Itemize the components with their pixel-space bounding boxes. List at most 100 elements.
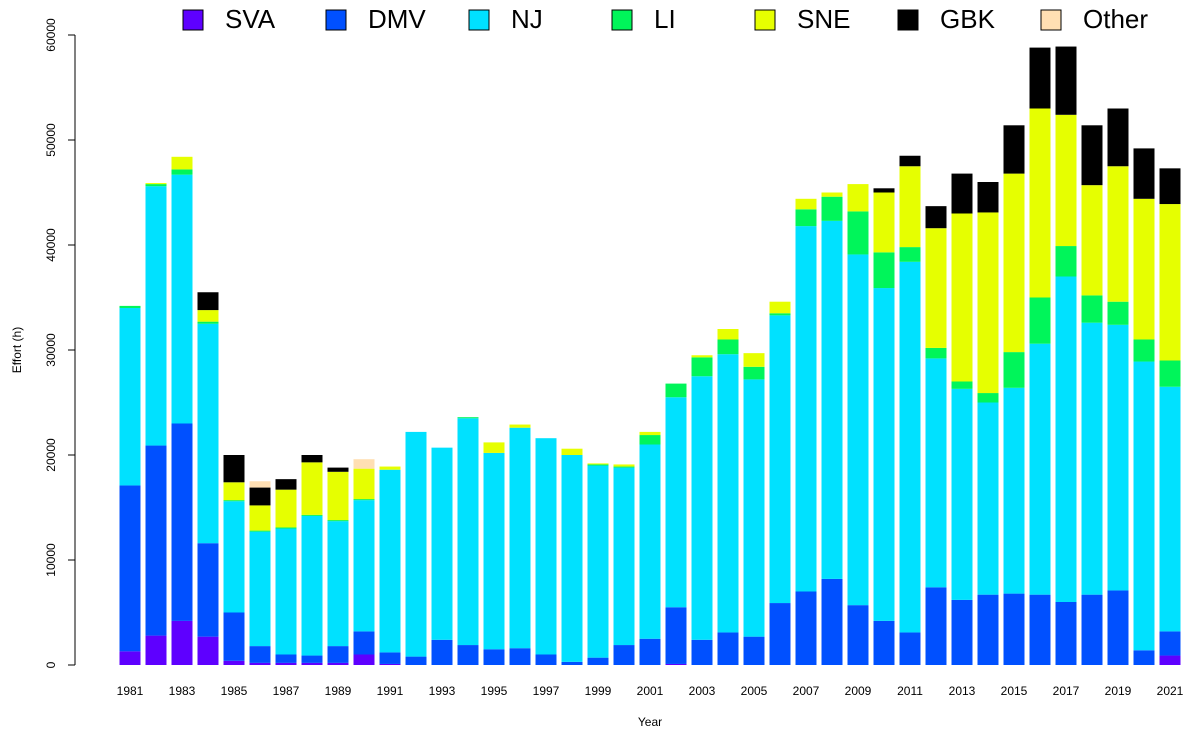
bar-segment (379, 652, 401, 664)
bar-segment (197, 292, 219, 311)
bar-segment (379, 469, 401, 653)
bar-segment (1055, 114, 1077, 247)
bar-segment (1081, 295, 1103, 323)
x-tick-label: 1989 (325, 684, 352, 698)
bar-segment (327, 662, 349, 665)
bar-segment (691, 639, 713, 665)
bar-segment (249, 481, 271, 488)
bar-segment (587, 657, 609, 665)
bar-segment (613, 645, 635, 665)
bar-segment (249, 662, 271, 665)
bar-segment (1133, 361, 1155, 651)
bar-segment (1029, 47, 1051, 109)
bar-segment (561, 455, 583, 662)
bar-segment (613, 467, 635, 646)
bar-segment (535, 654, 557, 665)
legend-label: SVA (225, 4, 276, 34)
bar-segment (717, 632, 739, 665)
bar-segment (1133, 339, 1155, 362)
bar-segment (223, 612, 245, 661)
bar-segment (1055, 46, 1077, 115)
bar-segment (249, 646, 271, 663)
bar-segment (353, 468, 375, 500)
bar-segment (977, 402, 999, 595)
bar-segment (405, 431, 427, 657)
x-tick-label: 2005 (741, 684, 768, 698)
bar-segment (301, 462, 323, 515)
bar-segment (119, 651, 141, 665)
bar-segment (483, 452, 505, 650)
y-tick-label: 30000 (44, 333, 58, 367)
bar-segment (197, 310, 219, 322)
bar-segment (899, 632, 921, 665)
bar-segment (1159, 360, 1181, 387)
bar-segment (1003, 387, 1025, 594)
bar-segment (249, 531, 271, 647)
bar-segment (821, 196, 843, 221)
legend-swatch (1040, 9, 1062, 31)
bar-segment (483, 442, 505, 453)
bar-segment (691, 376, 713, 640)
bar-segment (145, 183, 167, 185)
bar-segment (1081, 185, 1103, 296)
bar-segment (1003, 125, 1025, 174)
bar-segment (717, 339, 739, 355)
bar-segment (587, 465, 609, 658)
bar-segment (561, 448, 583, 455)
x-tick-label: 1985 (221, 684, 248, 698)
bar-segment (197, 321, 219, 324)
legend-swatch (182, 9, 204, 31)
legend-label: GBK (940, 4, 996, 34)
x-tick-label: 2011 (897, 684, 923, 698)
bar-segment (223, 660, 245, 665)
y-tick-label: 20000 (44, 438, 58, 472)
bar-segment (327, 520, 349, 522)
y-tick-label: 50000 (44, 123, 58, 157)
bar-segment (275, 528, 297, 655)
bar-segment (249, 505, 271, 531)
bar-segment (925, 347, 947, 359)
bar-segment (171, 169, 193, 175)
bar-segment (847, 605, 869, 665)
bar-segment (353, 499, 375, 501)
bar-segment (613, 466, 635, 468)
bar-segment (1107, 108, 1129, 167)
bar-segment (379, 466, 401, 470)
bar-segment (145, 184, 167, 187)
bar-segment (847, 211, 869, 255)
bar-segment (899, 155, 921, 167)
bar-segment (561, 661, 583, 665)
bar-segment (249, 530, 271, 532)
x-tick-label: 2021 (1157, 684, 1184, 698)
bar-segment (925, 587, 947, 665)
bar-segment (769, 313, 791, 316)
bar-segment (587, 464, 609, 466)
bar-segment (925, 358, 947, 588)
bar-segment (873, 188, 895, 193)
bar-segment (327, 471, 349, 521)
bar-segment (951, 213, 973, 382)
bar-segment (171, 156, 193, 170)
bar-segment (1133, 148, 1155, 199)
bar-segment (535, 438, 557, 655)
bar-segment (639, 444, 661, 639)
legend-label: LI (654, 4, 676, 34)
bar-segment (275, 662, 297, 665)
bar-segment (821, 578, 843, 665)
bar-segment (769, 315, 791, 604)
bar-segment (145, 445, 167, 636)
x-axis-title: Year (638, 715, 662, 729)
bar-segment (873, 620, 895, 665)
bar-segment (717, 329, 739, 340)
bar-segment (1107, 301, 1129, 325)
bar-segment (171, 423, 193, 621)
bar-segment (509, 427, 531, 649)
bar-segment (821, 192, 843, 197)
bar-segment (1003, 593, 1025, 665)
bar-segment (1159, 204, 1181, 361)
bar-segment (977, 212, 999, 394)
bar-segment (197, 323, 219, 544)
bar-segment (873, 192, 895, 253)
bar-segment (1003, 173, 1025, 353)
bar-segment (1081, 594, 1103, 665)
